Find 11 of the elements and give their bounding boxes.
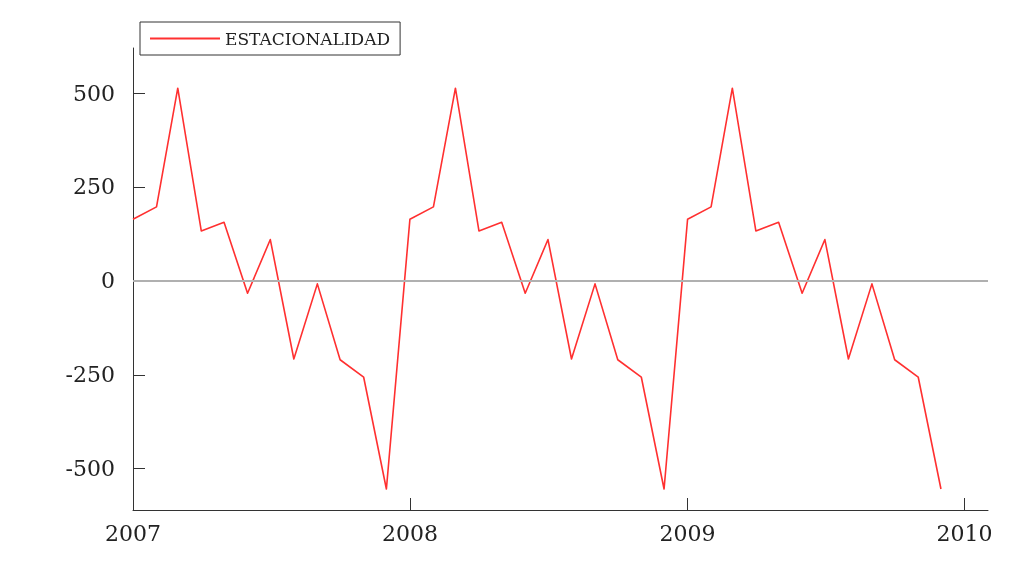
y-tick-label: 0 — [101, 268, 115, 294]
x-tick-label: 2010 — [936, 520, 993, 546]
x-tick-label: 2008 — [381, 520, 438, 546]
y-tick-label: -250 — [65, 362, 115, 388]
x-tick-label: 2007 — [105, 520, 161, 546]
y-tick-label: 500 — [73, 80, 115, 106]
y-tick-label: 250 — [73, 174, 115, 200]
x-tick-label: 2009 — [659, 520, 716, 546]
y-tick-label: -500 — [65, 456, 115, 482]
line-series — [132, 87, 942, 490]
legend-label: ESTACIONALIDAD — [225, 28, 391, 49]
